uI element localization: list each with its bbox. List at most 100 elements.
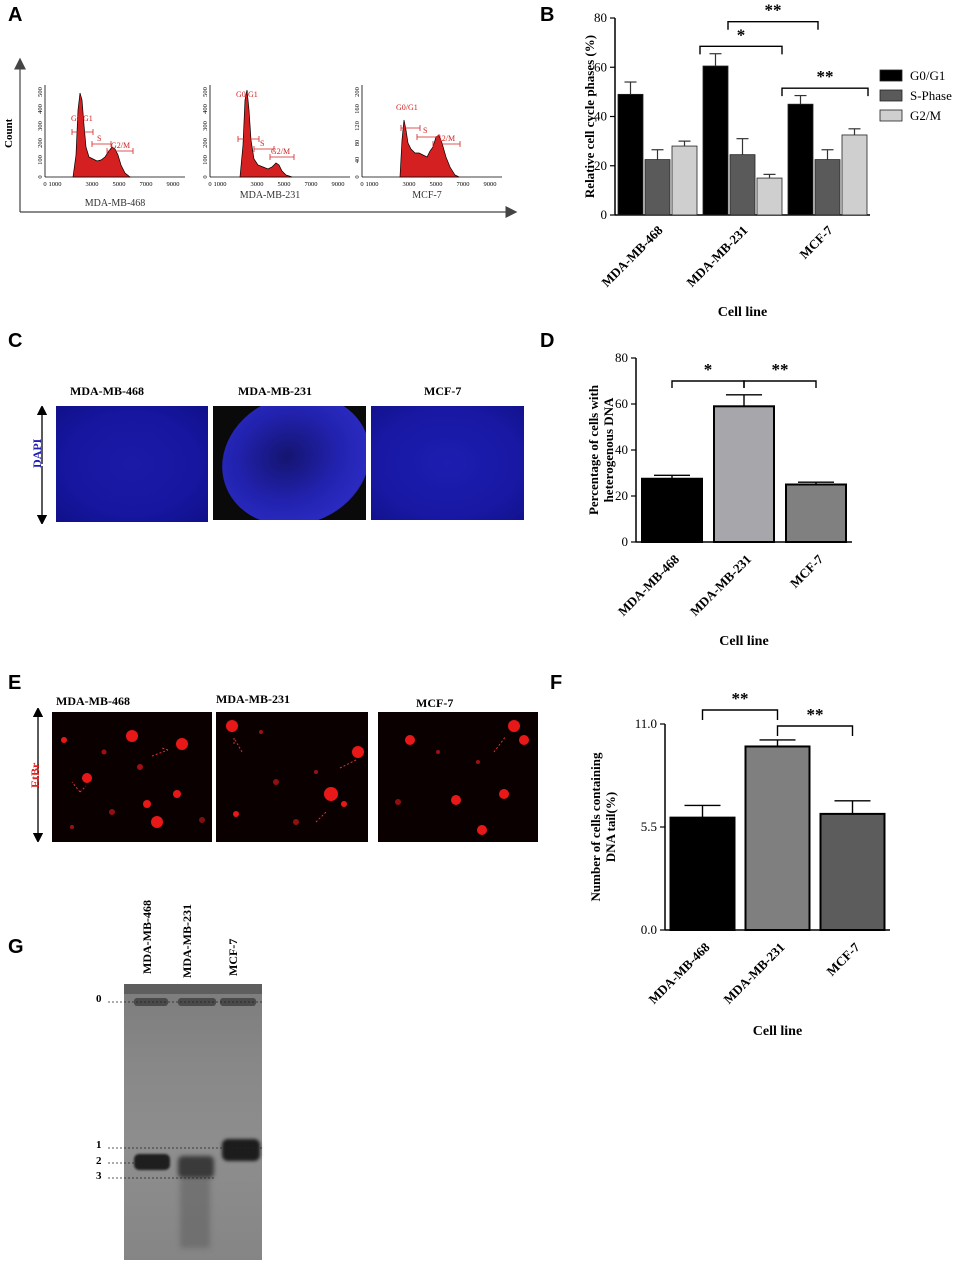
bar-G0/G1-MDA-MB-468 xyxy=(617,93,644,216)
histogram-2-xtick: 5000 xyxy=(278,181,291,188)
gel-marker-0: 0 xyxy=(96,993,102,1005)
panel-letter-a: A xyxy=(8,4,23,26)
dapi-image-2-label: MDA-MB-231 xyxy=(238,384,312,398)
panel-d-significance-bracket xyxy=(743,380,817,388)
panel-b-category-label: MDA-MB-468 xyxy=(598,222,666,290)
etbr-image-3-label: MCF-7 xyxy=(416,696,454,710)
panel-b-x-label: Cell line xyxy=(718,305,767,320)
dapi-image-3 xyxy=(371,406,524,520)
panel-b-significance-label: ** xyxy=(765,1,782,20)
panel-b-significance-label: ** xyxy=(817,67,834,86)
histogram-1-xtick: 3000 xyxy=(86,181,99,188)
panel-d-ytick-label: 40 xyxy=(615,442,628,457)
panel-f-significance-bracket xyxy=(776,725,854,736)
histogram-2-ytick: 500 xyxy=(202,87,209,97)
histogram-1-area xyxy=(72,92,131,178)
panel-f-y-label: Number of cells containingDNA tail(%) xyxy=(588,752,618,901)
panel-letter-g: G xyxy=(8,936,24,958)
legend-label-G0/G1: G0/G1 xyxy=(910,68,945,83)
histogram-1-ytick: 0 xyxy=(37,175,44,178)
histogram-3-xtick: 3000 xyxy=(403,181,416,188)
bar-G2/M-MDA-MB-468 xyxy=(671,145,698,216)
histogram-2-ytick: 200 xyxy=(202,138,209,148)
bar-G0/G1-MCF-7 xyxy=(787,103,814,216)
panel-letter-f: F xyxy=(550,672,563,694)
histogram-3-ytick: 0 xyxy=(354,175,361,178)
bar-MDA-MB-231 xyxy=(713,405,775,543)
panel-d-category-label: MDA-MB-231 xyxy=(687,552,754,619)
histogram-2-area xyxy=(239,89,293,178)
bar-S-Phase-MDA-MB-231 xyxy=(729,154,756,216)
panel-g-gel: MDA-MB-468 MDA-MB-231 MCF-7 0 1 2 3 xyxy=(0,880,300,1260)
panel-b-category-label: MDA-MB-231 xyxy=(683,223,750,290)
panel-e-stain-label: EtBr xyxy=(28,762,42,788)
panel-a-y-label: Count xyxy=(3,118,15,148)
histogram-3-ytick: 80 xyxy=(354,140,361,147)
panel-d-ytick-label: 0 xyxy=(622,534,629,549)
bar-S-Phase-MCF-7 xyxy=(814,159,841,216)
panel-b-ytick-label: 20 xyxy=(594,158,607,173)
dapi-image-1 xyxy=(56,406,208,522)
histogram-2-gate-g2m: G2/M xyxy=(271,147,290,156)
panel-e-images: EtBr MDA-MB-468 MDA-MB-231 MCF-7 xyxy=(0,686,545,846)
dapi-image-1-label: MDA-MB-468 xyxy=(70,384,144,398)
histogram-1-gate-g2m: G2/M xyxy=(111,141,130,150)
panel-d-ytick-label: 20 xyxy=(615,488,628,503)
legend-label-G2/M: G2/M xyxy=(910,108,942,123)
histogram-3-xtick: 7000 xyxy=(457,181,470,188)
histogram-1-xtick: 0 xyxy=(43,181,46,188)
panel-b-y-label: Relative cell cycle phases (%) xyxy=(582,35,597,198)
panel-f-significance-label: ** xyxy=(807,705,824,724)
panel-d-x-label: Cell line xyxy=(719,634,768,649)
histogram-3-cell-line: MCF-7 xyxy=(412,190,441,201)
etbr-image-1-label: MDA-MB-468 xyxy=(56,694,130,708)
etbr-image-3 xyxy=(378,712,538,842)
panel-b-significance-bracket xyxy=(699,45,783,55)
bar-MCF-7 xyxy=(819,812,886,932)
bar-G2/M-MCF-7 xyxy=(841,134,868,216)
panel-f-significance-bracket xyxy=(701,709,779,720)
histogram-1-ytick: 400 xyxy=(37,104,44,114)
panel-f-chart: 0.0 5.5 11.0 Number of cells containingDNA … xyxy=(588,689,890,1039)
histogram-2-xtick: 1000 xyxy=(214,181,227,188)
histogram-2-ytick: 0 xyxy=(202,175,209,178)
gel-marker-2: 2 xyxy=(96,1155,102,1167)
panel-b-significance-bracket xyxy=(781,87,869,97)
legend-swatch-S-Phase xyxy=(879,89,903,102)
panel-f-ytick-label: 11.0 xyxy=(635,716,657,731)
panel-f-ytick-label: 5.5 xyxy=(641,819,657,834)
panel-d-ytick-label: 60 xyxy=(615,396,628,411)
histogram-3-xtick: 0 xyxy=(360,181,363,188)
panel-b-ytick-label: 60 xyxy=(594,59,607,74)
etbr-image-2 xyxy=(216,712,368,842)
histogram-2-ytick: 100 xyxy=(202,155,209,165)
histogram-3-area xyxy=(399,119,460,178)
histogram-2-xtick: 3000 xyxy=(251,181,264,188)
histogram-1-xtick: 5000 xyxy=(113,181,126,188)
histogram-2-xtick: 9000 xyxy=(332,181,345,188)
legend-label-S-Phase: S-Phase xyxy=(910,88,952,103)
panel-letter-b: B xyxy=(540,4,555,26)
panel-d-ytick-label: 80 xyxy=(615,350,628,365)
panel-f-significance-label: ** xyxy=(732,689,749,708)
etbr-image-1 xyxy=(52,712,212,842)
panel-b-ytick-label: 40 xyxy=(594,109,607,124)
histogram-1-gate-s: S xyxy=(97,134,101,143)
dapi-image-3-label: MCF-7 xyxy=(424,384,462,398)
histogram-3-xtick: 9000 xyxy=(484,181,497,188)
dapi-image-2 xyxy=(213,406,366,520)
histogram-1-ytick: 100 xyxy=(37,155,44,165)
histogram-2-xtick: 0 xyxy=(208,181,211,188)
histogram-2-cell-line: MDA-MB-231 xyxy=(240,190,301,201)
histogram-1-xtick: 1000 xyxy=(49,181,62,188)
panel-b-ytick-label: 80 xyxy=(594,10,607,25)
bar-G0/G1-MDA-MB-231 xyxy=(702,65,729,216)
histogram-2-gate-g0g1: G0/G1 xyxy=(236,90,258,99)
panel-d-y-label: Percentage of cells withheterogenous DNA xyxy=(586,384,616,515)
histogram-2-xtick: 7000 xyxy=(305,181,318,188)
gel-marker-lines xyxy=(108,1001,262,1179)
